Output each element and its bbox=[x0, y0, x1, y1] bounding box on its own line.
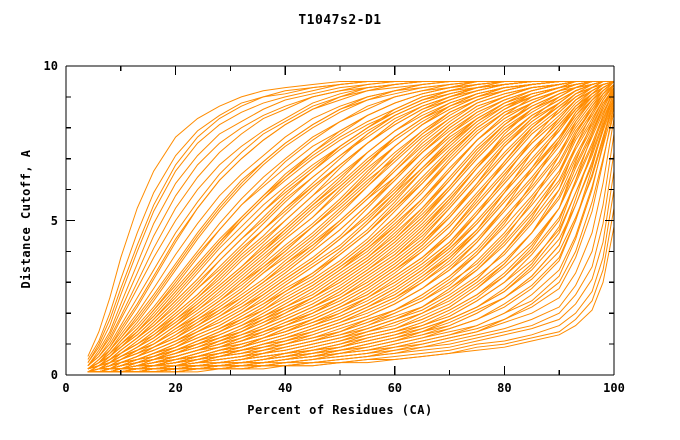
data-curve bbox=[87, 90, 615, 373]
x-tick-label-60: 60 bbox=[387, 381, 403, 395]
data-curve bbox=[87, 80, 614, 373]
data-curve bbox=[87, 80, 614, 373]
y-tick-label-0: 0 bbox=[50, 368, 58, 382]
x-tick-label-20: 20 bbox=[168, 381, 183, 395]
data-curve bbox=[87, 90, 615, 373]
data-curve bbox=[87, 84, 615, 373]
data-curve bbox=[87, 93, 615, 373]
data-curve bbox=[87, 80, 614, 373]
y-tick-label-5: 5 bbox=[50, 213, 58, 228]
page-title: T1047s2-D1 bbox=[298, 13, 382, 28]
data-curve bbox=[87, 81, 615, 373]
y-tick-label-10: 10 bbox=[43, 59, 58, 73]
x-tick-label-0: 0 bbox=[62, 381, 70, 395]
data-curve bbox=[87, 80, 614, 373]
x-tick-label-40: 40 bbox=[277, 381, 293, 395]
x-tick-label-100: 100 bbox=[603, 381, 625, 395]
curve-series-group bbox=[87, 80, 615, 373]
data-curve bbox=[87, 90, 615, 373]
axis-frame bbox=[65, 65, 615, 376]
data-curve bbox=[87, 112, 615, 373]
x-tick-label-80: 80 bbox=[497, 381, 512, 395]
data-curve bbox=[87, 80, 614, 373]
x-axis-label: Percent of Residues (CA) bbox=[247, 403, 433, 417]
data-curve bbox=[87, 87, 615, 373]
data-curve bbox=[87, 93, 615, 373]
data-curve bbox=[87, 80, 614, 373]
